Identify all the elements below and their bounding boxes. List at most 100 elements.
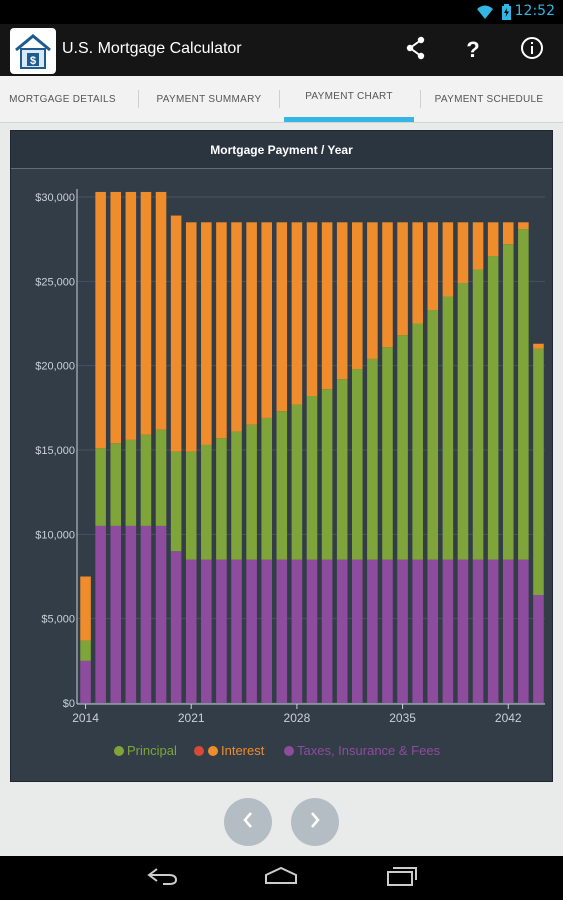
help-button[interactable]: ? [455, 32, 491, 68]
tab-payment-schedule[interactable]: PAYMENT SCHEDULE [424, 76, 554, 122]
tab-payment-chart[interactable]: PAYMENT CHART [284, 76, 414, 122]
bar-segment [427, 559, 439, 703]
y-tick-label: $25,000 [35, 276, 75, 288]
bar-segment [261, 417, 272, 560]
payment-chart: $0 $5,000 $10,000 $15,000 $20,000 $25,000 $30,… [35, 189, 545, 758]
x-tick-label: 2028 [284, 711, 311, 725]
bar-segment [397, 335, 408, 560]
home-button[interactable] [261, 864, 301, 892]
help-icon: ? [466, 37, 480, 62]
bar-segment [261, 559, 272, 703]
bar-segment [231, 431, 242, 560]
bar-segment [201, 559, 212, 703]
bar-segment [472, 222, 484, 270]
bar-segment [382, 347, 393, 560]
bar-segment [140, 525, 152, 703]
bar-segment [276, 411, 288, 560]
tab-divider [420, 90, 421, 108]
bar-segment [533, 348, 544, 596]
bar-segment [352, 559, 363, 703]
chart-panel: Mortgage Payment / Year $0 $5,000 $10,000 $… [10, 130, 553, 782]
bar-segment [185, 222, 197, 452]
bar-segment [276, 559, 288, 703]
bar-segment [231, 559, 242, 703]
bar-segment [185, 559, 197, 703]
bar-segment [336, 559, 348, 703]
tab-bar: MORTGAGE DETAILS PAYMENT SUMMARY PAYMENT… [0, 76, 563, 123]
recents-button[interactable] [382, 864, 422, 892]
bar-segment [427, 222, 439, 311]
bar-segment [291, 404, 303, 560]
bar-segment [472, 559, 484, 703]
legend-swatch [284, 746, 294, 756]
bar-segment [502, 222, 514, 245]
bar-segment [382, 559, 393, 703]
bar-segment [170, 451, 182, 552]
chart-title: Mortgage Payment / Year [11, 131, 552, 169]
bar-segment [246, 559, 257, 703]
bar-segment [201, 444, 212, 560]
y-tick-label: $15,000 [35, 445, 75, 457]
bar-segment [533, 595, 544, 703]
tab-payment-summary[interactable]: PAYMENT SUMMARY [144, 76, 274, 122]
bar-segment [216, 559, 227, 703]
bar-segment [367, 358, 378, 560]
bar-segment [457, 222, 469, 284]
bar-segment [170, 215, 182, 452]
tab-mortgage-details[interactable]: MORTGAGE DETAILS [0, 76, 125, 122]
tab-label: PAYMENT SUMMARY [156, 93, 262, 105]
bar-segment [427, 310, 439, 560]
bar-segment [216, 438, 227, 560]
bar-segment [306, 396, 318, 560]
bar-segment [125, 191, 137, 440]
home-icon [263, 866, 299, 890]
tab-divider [138, 90, 139, 108]
legend-label: Taxes, Insurance & Fees [297, 743, 441, 758]
x-tick-label: 2014 [72, 711, 99, 725]
bar-segment [382, 222, 393, 348]
recents-icon [385, 865, 419, 891]
bar-segment [110, 191, 122, 444]
bar-segment [442, 222, 454, 297]
bar-segment [412, 323, 423, 560]
legend-swatch [208, 746, 218, 756]
bar-segment [110, 443, 122, 526]
bar-segment [412, 222, 423, 324]
bar-segment [518, 222, 529, 230]
tab-label: MORTGAGE DETAILS [9, 93, 116, 105]
tab-label: PAYMENT SCHEDULE [434, 93, 544, 105]
bar-segment [442, 559, 454, 703]
system-navigation-bar [0, 856, 563, 900]
bar-segment [170, 551, 182, 703]
x-tick-label: 2042 [495, 711, 522, 725]
previous-button[interactable] [224, 798, 272, 846]
bar-segment [140, 191, 152, 435]
bar-segment [397, 559, 408, 703]
bar-segment [125, 525, 137, 703]
bar-segment [155, 191, 167, 430]
bar-segment [518, 229, 529, 560]
bar-segment [457, 283, 469, 560]
bar-segment [397, 222, 408, 336]
bar-segment [291, 222, 303, 405]
status-bar: 12:52 [0, 0, 563, 24]
bar-segment [201, 222, 212, 445]
next-button[interactable] [291, 798, 339, 846]
back-button[interactable] [142, 864, 182, 892]
bar-segment [306, 559, 318, 703]
bar-segment [185, 451, 197, 560]
legend-label: Interest [221, 743, 265, 758]
y-tick-label: $20,000 [35, 361, 75, 373]
back-icon [145, 866, 179, 890]
bar-segment [472, 269, 484, 560]
tab-divider [279, 90, 280, 108]
svg-text:$: $ [30, 55, 36, 67]
bar-segment [352, 222, 363, 370]
bar-segment [125, 439, 137, 526]
info-button[interactable] [514, 32, 550, 68]
bar-segment [231, 222, 242, 432]
share-button[interactable] [398, 32, 434, 68]
app-logo-icon[interactable]: $ [10, 28, 56, 74]
bar-segment [291, 559, 303, 703]
bar-segment [155, 525, 167, 703]
